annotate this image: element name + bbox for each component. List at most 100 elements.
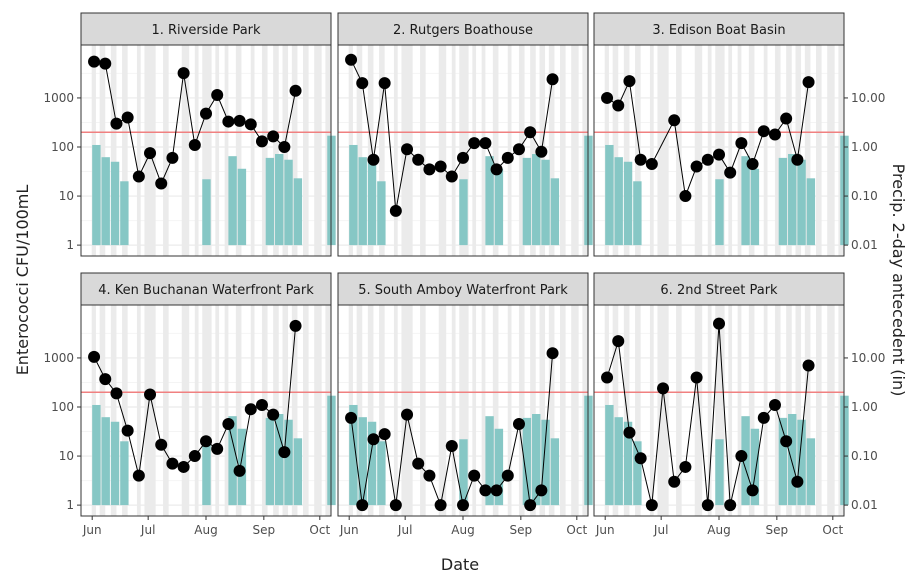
x-tick-label: Oct [566, 523, 587, 537]
data-point [99, 373, 112, 386]
wet-day-band [728, 305, 733, 516]
x-tick-label: Jul [397, 523, 412, 537]
wet-day-band [748, 45, 755, 256]
precip-bar [120, 181, 129, 246]
data-point [735, 450, 748, 463]
data-point [780, 112, 793, 125]
wet-day-band [314, 305, 322, 516]
wet-day-band [235, 45, 242, 256]
precip-bar [532, 153, 541, 246]
wet-day-band [472, 305, 477, 516]
precip-bar [797, 159, 806, 246]
precip-bar [541, 419, 550, 506]
data-point [378, 428, 391, 441]
wet-day-band [649, 45, 654, 256]
wet-day-band [571, 305, 579, 516]
wet-day-band [481, 305, 486, 516]
facet-strip [593, 12, 845, 46]
precip-bar [202, 179, 211, 246]
data-point [244, 118, 257, 131]
precip-bar [605, 144, 614, 246]
data-point [690, 160, 703, 173]
data-point [501, 151, 514, 164]
data-point [445, 440, 458, 453]
wet-day-band [136, 305, 141, 516]
precip-bar [284, 159, 293, 246]
precip-bar [633, 181, 642, 246]
data-point [713, 148, 725, 161]
panel-border [80, 44, 332, 257]
precip-bar [715, 439, 724, 506]
wet-day-band [451, 45, 456, 256]
data-point [724, 499, 737, 512]
facet-title: 5. South Amboy Waterfront Park [358, 283, 568, 298]
data-point [166, 457, 179, 470]
y-tick-label-right: 0.01 [851, 498, 878, 512]
wet-day-band [356, 45, 363, 256]
data-point [177, 67, 190, 80]
wet-day-band [694, 305, 703, 516]
data-point [445, 170, 458, 183]
data-point [657, 382, 670, 395]
data-point [479, 137, 492, 150]
wet-day-band [282, 305, 289, 516]
y-tick-label-right: 1.00 [851, 400, 878, 414]
panel-border [593, 44, 845, 257]
precip-bar [541, 159, 550, 246]
facet-strip [80, 272, 332, 306]
precip-bar [806, 438, 816, 506]
data-point [278, 446, 291, 459]
data-point [645, 158, 658, 171]
precip-bar [741, 156, 750, 246]
precip-bar [605, 404, 614, 506]
x-tick-label: Sep [510, 523, 533, 537]
data-point [166, 151, 179, 164]
data-point [791, 153, 804, 166]
x-tick-label: Jul [140, 523, 155, 537]
wet-day-band [472, 45, 477, 256]
wet-day-band [356, 305, 363, 516]
wet-day-band [303, 305, 309, 516]
wet-day-band [728, 45, 733, 256]
data-point [535, 145, 548, 158]
y-tick-label-right: 0.01 [851, 238, 878, 252]
facet-panel: 3. Edison Boat Basin 0.01 0.10 1.00 10.00 [593, 12, 885, 257]
wet-day-band [518, 305, 525, 516]
precip-bar [110, 421, 120, 506]
facet-title: 6. 2nd Street Park [660, 283, 778, 298]
data-point [255, 398, 268, 411]
wet-day-band [224, 305, 229, 516]
data-point [345, 411, 358, 424]
data-point [668, 475, 681, 488]
data-point [278, 141, 291, 154]
data-point [512, 418, 525, 431]
data-point [267, 130, 280, 143]
wet-day-band [786, 45, 792, 256]
precip-bar [797, 419, 806, 506]
data-point [490, 163, 503, 176]
wet-day-band [393, 45, 398, 256]
wet-day-band [530, 45, 536, 256]
precip-bar [202, 439, 211, 506]
x-tick-label: Aug [451, 523, 474, 537]
precip-bar [293, 438, 303, 506]
precip-bar [358, 417, 367, 506]
wet-day-band [827, 305, 835, 516]
precip-bar [459, 439, 468, 506]
precip-bar [120, 441, 129, 506]
x-tick-label: Jun [82, 523, 102, 537]
data-point [601, 371, 614, 384]
precip-bar [101, 417, 110, 506]
data-point [623, 426, 636, 439]
wet-day-band [122, 305, 128, 516]
precip-bar [377, 181, 386, 246]
data-point [546, 347, 559, 360]
wet-day-band [451, 305, 456, 516]
data-point [457, 151, 469, 164]
y-axis-label-right: Precip. 2-day antecedent (in) [889, 164, 908, 397]
precip-bar [349, 404, 358, 506]
data-point [535, 484, 548, 497]
data-point [746, 484, 759, 497]
wet-day-band [492, 305, 499, 516]
